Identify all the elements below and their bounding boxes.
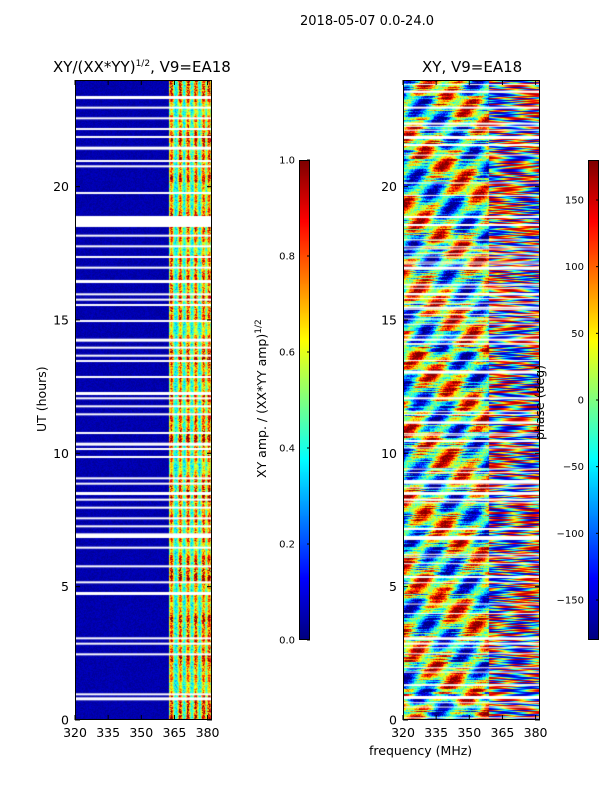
amplitude-ytick-label: 0 bbox=[61, 713, 69, 728]
amplitude-colorbar-canvas bbox=[300, 161, 309, 639]
phase-xtick-label: 320 bbox=[391, 725, 415, 740]
phase-ytick-label: 0 bbox=[389, 713, 397, 728]
phase-colorbar-tick-label: 150 bbox=[565, 196, 584, 207]
phase-ytick-label: 10 bbox=[381, 446, 397, 461]
phase-colorbar-tick-label: 0 bbox=[578, 396, 584, 407]
amplitude-colorbar-tick-label: 0.6 bbox=[279, 348, 295, 359]
phase-ytick-label: 5 bbox=[389, 579, 397, 594]
phase-colorbar-tick-label: −100 bbox=[557, 529, 584, 540]
amplitude-ytick-label: 15 bbox=[53, 313, 69, 328]
amplitude-xtick-label: 320 bbox=[63, 725, 87, 740]
figure-suptitle: 2018-05-07 0.0-24.0 bbox=[300, 14, 434, 29]
amplitude-ytick-label: 20 bbox=[53, 179, 69, 194]
phase-colorbar-tick-label: −150 bbox=[557, 596, 584, 607]
amplitude-colorbar-tick-label: 1.0 bbox=[279, 156, 295, 167]
amplitude-colorbar-tick-label: 0.0 bbox=[279, 636, 295, 647]
amplitude-colorbar-tick-label: 0.8 bbox=[279, 252, 295, 263]
phase-xlabel: frequency (MHz) bbox=[369, 743, 473, 758]
amplitude-colorbar bbox=[299, 160, 310, 640]
amplitude-xtick-label: 335 bbox=[96, 725, 120, 740]
amplitude-panel-title: XY/(XX*YY)1/2, V9=EA18 bbox=[53, 58, 231, 76]
amplitude-heatmap bbox=[75, 80, 212, 720]
phase-colorbar-tick-label: 50 bbox=[571, 329, 584, 340]
amplitude-colorbar-tick-label: 0.2 bbox=[279, 540, 295, 551]
phase-heatmap bbox=[403, 80, 540, 720]
amplitude-xtick-label: 380 bbox=[196, 725, 220, 740]
amplitude-colorbar-tick-label: 0.4 bbox=[279, 444, 295, 455]
phase-colorbar-canvas bbox=[589, 161, 598, 639]
phase-heatmap-canvas bbox=[404, 81, 539, 719]
phase-ytick-label: 20 bbox=[381, 179, 397, 194]
phase-xtick-label: 365 bbox=[491, 725, 515, 740]
amplitude-ytick-label: 10 bbox=[53, 446, 69, 461]
amplitude-title-prefix: XY/(XX*YY) bbox=[53, 58, 136, 76]
phase-xtick-label: 335 bbox=[424, 725, 448, 740]
phase-ytick-label: 15 bbox=[381, 313, 397, 328]
phase-xtick-label: 350 bbox=[457, 725, 481, 740]
amplitude-xtick-label: 350 bbox=[129, 725, 153, 740]
phase-colorbar-tick-label: −50 bbox=[563, 462, 584, 473]
amplitude-heatmap-canvas bbox=[76, 81, 211, 719]
amplitude-xtick-label: 365 bbox=[163, 725, 187, 740]
phase-panel-title: XY, V9=EA18 bbox=[422, 58, 523, 76]
amplitude-title-suffix: , V9=EA18 bbox=[150, 58, 231, 76]
amplitude-title-sup: 1/2 bbox=[135, 59, 151, 69]
phase-colorbar-tick-label: 100 bbox=[565, 262, 584, 273]
amplitude-ytick-label: 5 bbox=[61, 579, 69, 594]
phase-xtick-label: 380 bbox=[524, 725, 548, 740]
